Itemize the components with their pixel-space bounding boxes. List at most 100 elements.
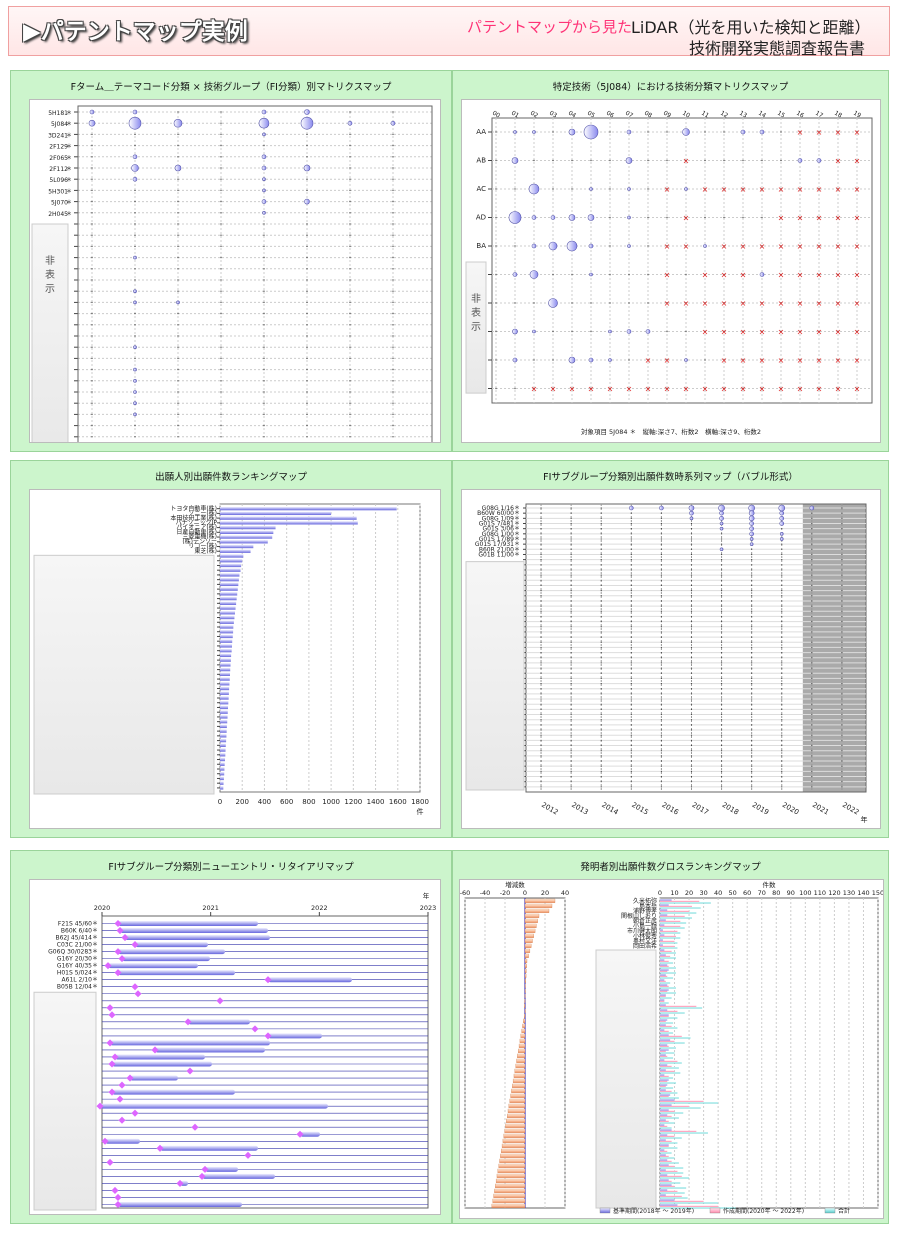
dot (349, 256, 351, 259)
bubble (809, 505, 815, 511)
chart-title: 発明者別出願件数グロスランキングマップ (580, 862, 761, 873)
x-tick-label: 130 (843, 889, 855, 897)
dot (570, 698, 572, 700)
entry-bar (100, 1103, 328, 1109)
bubble (128, 116, 142, 130)
dot (751, 677, 753, 679)
dot (392, 256, 394, 259)
chart-title: FIサブグループ分類別ニューエントリ・リタイアリマップ (108, 862, 354, 873)
dot (306, 212, 308, 214)
dot (660, 584, 662, 587)
entry-bar (118, 1201, 242, 1207)
dot (220, 391, 222, 393)
base-bar (660, 1084, 668, 1086)
dot (570, 739, 572, 741)
row-label: G01B 11/00 (478, 551, 514, 558)
footnote: 対象項目 5J084 ＊ 縦軸:深さ7、桁数2 横軸:深さ9、桁数2 (581, 427, 761, 436)
subtitle-line2: 技術開発実態調査報告書 (689, 39, 866, 58)
dot (660, 517, 662, 519)
dot (811, 744, 813, 747)
dot (600, 713, 602, 716)
dot (690, 781, 693, 783)
dot (600, 781, 602, 783)
row-marker: ＊ (514, 526, 520, 533)
dot (666, 387, 668, 390)
entry-marker (186, 1067, 194, 1075)
bubble (816, 158, 822, 163)
entry-marker (184, 1018, 192, 1026)
dot (263, 436, 265, 438)
dot (177, 111, 179, 113)
dot (660, 662, 662, 664)
period-bar (660, 980, 666, 982)
bar (220, 611, 235, 615)
total-bar (660, 972, 676, 974)
dot (177, 279, 179, 281)
cross-mark: × (835, 385, 842, 394)
cross-mark: × (835, 128, 842, 137)
entry-marker (121, 934, 129, 942)
bubble (133, 300, 137, 305)
row-marker: ＊ (66, 155, 72, 162)
x-axis-label: 件数 (763, 880, 777, 889)
dot (837, 245, 839, 247)
dot (630, 559, 632, 561)
dot (349, 301, 351, 304)
dot (856, 302, 858, 304)
period-bar (660, 1050, 666, 1052)
x-tick-label: 1200 (344, 798, 362, 806)
dot (600, 610, 602, 612)
bar (220, 511, 332, 516)
dot (841, 553, 843, 556)
row-marker: ＊ (514, 520, 520, 527)
period-bar (660, 1000, 665, 1002)
dot (349, 189, 351, 192)
dot (781, 739, 783, 741)
x-tick-label: 150 (872, 889, 883, 897)
dot (660, 693, 662, 695)
dot (600, 626, 602, 628)
total-bar (660, 977, 674, 979)
dot (570, 693, 572, 695)
change-bar (519, 1038, 526, 1043)
dot (570, 657, 572, 659)
dot (349, 245, 351, 248)
change-bar (497, 1168, 526, 1173)
period-bar (660, 940, 675, 942)
row-marker: ＊ (514, 551, 520, 558)
total-bar (660, 907, 701, 909)
bar (220, 535, 273, 539)
total-bar (660, 1202, 719, 1204)
dot (540, 739, 542, 741)
dot (600, 765, 602, 767)
change-bar (515, 1063, 526, 1068)
cross-mark: × (797, 328, 804, 337)
total-bar (660, 1052, 675, 1054)
change-bar (512, 1078, 526, 1083)
bubble (779, 537, 784, 541)
x-tick-label: 800 (302, 798, 315, 806)
dot (220, 122, 222, 124)
total-bar (660, 967, 676, 969)
dot (600, 579, 602, 581)
dot (540, 770, 542, 772)
dot (811, 724, 813, 726)
dot (720, 538, 723, 540)
change-bar (516, 1058, 526, 1063)
x-tick-label: 10 (670, 889, 678, 897)
row-marker: ＊ (92, 977, 98, 984)
dot (600, 507, 602, 509)
cross-mark: × (854, 299, 861, 308)
x-tick-label: 1600 (389, 798, 407, 806)
dot (306, 290, 308, 292)
dot (630, 533, 632, 535)
dot (540, 698, 542, 700)
dot (690, 667, 693, 669)
dot (263, 424, 265, 427)
col-label: 09 (662, 110, 672, 120)
change-bar (502, 1138, 526, 1143)
cross-mark: × (797, 385, 804, 394)
dot (91, 402, 93, 404)
period-bar (660, 1115, 672, 1117)
dot (630, 719, 632, 721)
